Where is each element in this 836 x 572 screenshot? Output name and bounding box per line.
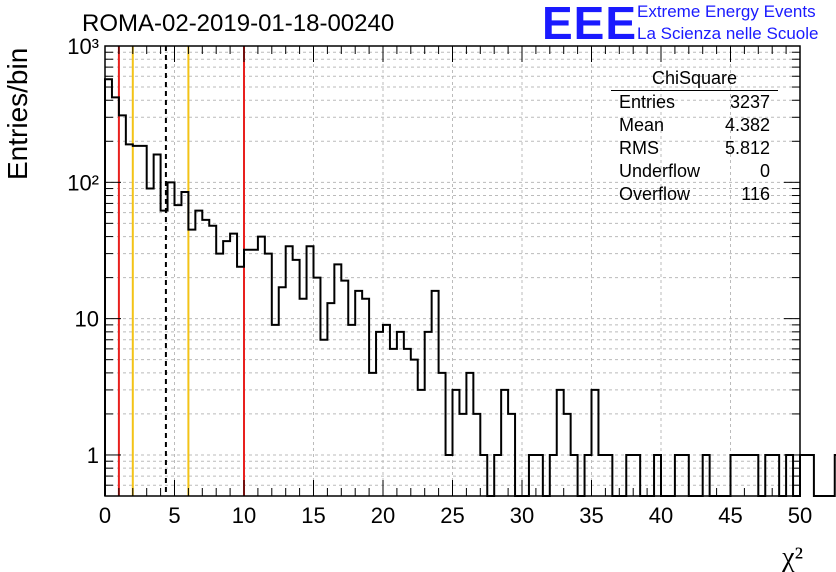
x-axis-label: χ² (781, 542, 803, 572)
x-tick-label: 0 (99, 503, 111, 528)
x-tick-label: 30 (510, 503, 534, 528)
histogram-outline (104, 78, 836, 497)
x-tick-label: 35 (579, 503, 603, 528)
x-tick-label: 45 (718, 503, 742, 528)
stats-label: Underflow (619, 161, 701, 181)
stats-label: Entries (619, 92, 676, 112)
stats-value: 4.382 (724, 115, 770, 135)
stats-divider (611, 90, 778, 91)
x-tick-label: 40 (649, 503, 673, 528)
grid-lines (105, 46, 800, 496)
x-tick-label: 5 (168, 503, 180, 528)
stats-box: ChiSquare Entries 3237 Mean 4.382 RMS 5.… (611, 68, 778, 207)
reference-lines (117, 46, 245, 496)
stats-label: Overflow (619, 184, 691, 204)
y-tick-label: 10³ (67, 34, 99, 59)
y-tick-label: 10 (75, 307, 99, 332)
stats-row-underflow: Underflow 0 (611, 161, 778, 184)
stats-row-mean: Mean 4.382 (611, 115, 778, 138)
logo-line-1: Extreme Energy Events (637, 2, 816, 21)
x-tick-label: 20 (371, 503, 395, 528)
stats-value: 0 (759, 161, 770, 181)
eee-logo: EEE (542, 0, 638, 49)
stats-row-rms: RMS 5.812 (611, 138, 778, 161)
stats-label: Mean (619, 115, 665, 135)
stats-row-entries: Entries 3237 (611, 92, 778, 115)
stats-row-overflow: Overflow 116 (611, 184, 778, 207)
histogram-series (104, 78, 836, 497)
logo-line-2: La Scienza nelle Scuole (637, 24, 819, 43)
x-tick-label: 25 (440, 503, 464, 528)
y-tick-label: 10² (67, 170, 99, 195)
stats-title: ChiSquare (651, 68, 738, 88)
x-tick-label: 10 (232, 503, 256, 528)
x-tick-label: 15 (301, 503, 325, 528)
stats-value: 3237 (729, 92, 770, 112)
stats-label: RMS (619, 138, 659, 158)
plot-title: ROMA-02-2019-01-18-00240 (82, 10, 395, 37)
y-tick-label: 1 (87, 443, 99, 468)
stats-value: 5.812 (724, 138, 770, 158)
tick-labels: 0 5 10 15 20 25 30 35 40 45 50 1 10 10² 10³ χ² (67, 34, 812, 572)
x-tick-label: 50 (788, 503, 812, 528)
axes (104, 45, 801, 497)
y-axis-label: Entries/bin (2, 47, 33, 180)
stats-value: 116 (741, 184, 770, 204)
